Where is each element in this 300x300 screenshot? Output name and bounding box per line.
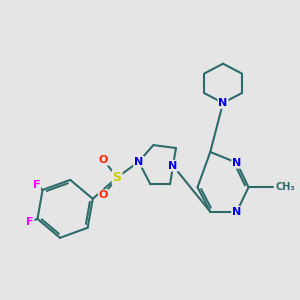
Text: O: O — [99, 190, 108, 200]
Text: N: N — [168, 161, 178, 171]
Text: F: F — [26, 217, 34, 227]
Text: CH₃: CH₃ — [275, 182, 295, 192]
Text: N: N — [134, 157, 143, 167]
Text: F: F — [32, 180, 40, 190]
Text: S: S — [112, 171, 122, 184]
Text: N: N — [218, 98, 228, 108]
Text: N: N — [232, 207, 242, 217]
Text: O: O — [99, 155, 108, 165]
Text: N: N — [232, 158, 242, 168]
